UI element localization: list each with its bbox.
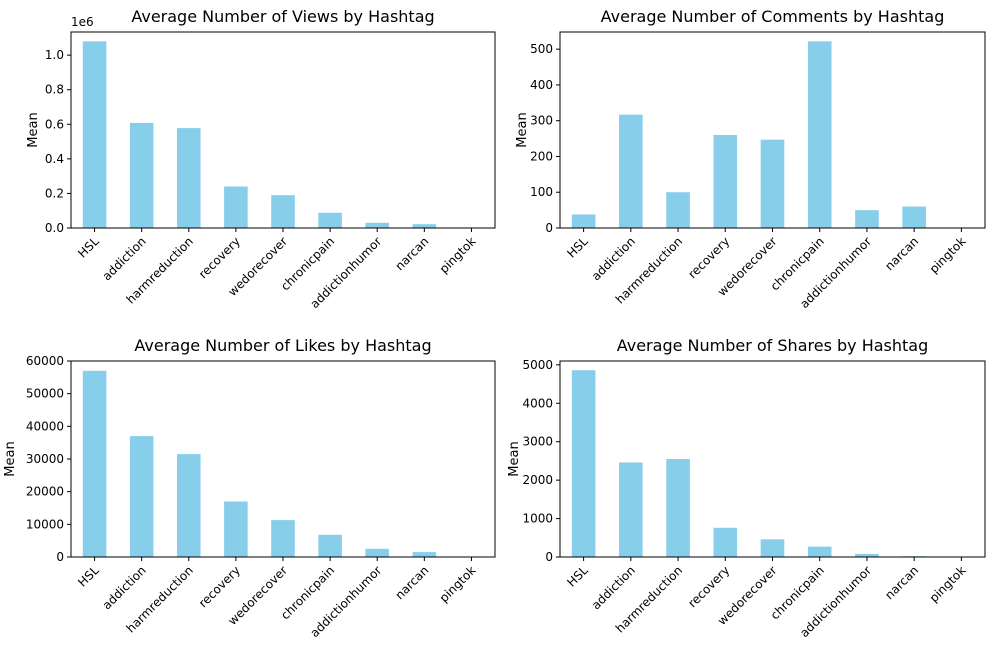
likes-ytick-label: 60000 — [26, 354, 64, 368]
views-ytick-label: 0.0 — [45, 221, 64, 235]
views-xtick-label: recovery — [196, 234, 243, 281]
likes-ytick-label: 20000 — [26, 485, 64, 499]
comments-chart-title: Average Number of Comments by Hashtag — [601, 7, 945, 26]
shares-ytick-label: 3000 — [522, 435, 553, 449]
likes-ytick-label: 30000 — [26, 452, 64, 466]
likes-ytick-label: 40000 — [26, 419, 64, 433]
views-xtick-label: addiction — [100, 234, 149, 283]
shares-bar-HSL — [571, 370, 596, 557]
shares-bar-addiction — [619, 462, 643, 557]
shares-bar-chronicpain — [807, 546, 832, 557]
likes-bar-addiction — [129, 436, 154, 557]
views-ytick-label: 0.8 — [45, 83, 64, 97]
views-bar-narcan — [412, 224, 437, 228]
likes-bar-narcan — [412, 552, 437, 557]
shares-chart-title: Average Number of Shares by Hashtag — [617, 336, 929, 355]
shares-ylabel: Mean — [507, 441, 522, 476]
comments-ylabel: Mean — [515, 112, 530, 147]
shares-bar-harmreduction — [666, 459, 690, 557]
shares-xtick-label: HSL — [564, 563, 591, 590]
comments-ytick-label: 300 — [530, 114, 553, 128]
comments-ytick-label: 400 — [530, 78, 553, 92]
comments-xtick-label: narcan — [882, 234, 921, 273]
shares-ytick-label: 1000 — [522, 512, 553, 526]
views-bar-HSL — [82, 41, 107, 228]
comments-bar-recovery — [713, 135, 738, 228]
views-ylabel: Mean — [26, 112, 41, 147]
comments-bar-addictionhumor — [855, 210, 879, 228]
chart-shares: 010002000300040005000HSLaddictionharmred… — [507, 336, 986, 640]
shares-bar-wedorecover — [760, 539, 785, 557]
likes-bar-HSL — [82, 370, 107, 557]
views-chart-title: Average Number of Views by Hashtag — [131, 7, 434, 26]
comments-ytick-label: 200 — [530, 149, 553, 163]
comments-bar-wedorecover — [760, 139, 785, 228]
likes-bar-chronicpain — [318, 534, 342, 557]
shares-ytick-label: 0 — [545, 550, 553, 564]
shares-bar-recovery — [713, 527, 738, 557]
views-bar-addictionhumor — [365, 222, 389, 228]
likes-bar-wedorecover — [271, 520, 295, 557]
views-bar-addiction — [129, 122, 154, 228]
chart-views: 0.00.20.40.60.81.0HSLaddictionharmreduct… — [26, 7, 496, 311]
likes-ylabel: Mean — [3, 441, 18, 476]
likes-xtick-label: addiction — [100, 563, 149, 612]
comments-bar-chronicpain — [807, 41, 832, 228]
views-ytick-label: 0.6 — [45, 117, 64, 131]
likes-chart-title: Average Number of Likes by Hashtag — [134, 336, 431, 355]
comments-bar-HSL — [571, 214, 596, 228]
comments-xtick-label: HSL — [564, 234, 591, 261]
views-bar-chronicpain — [318, 212, 342, 228]
chart-likes: 0 10000 20000 30000 40000 50000 60000 HSLaddict… — [3, 336, 496, 640]
views-bar-recovery — [224, 186, 248, 228]
shares-xtick-label: pingtok — [927, 563, 969, 605]
likes-xtick-label: pingtok — [437, 563, 479, 605]
shares-ytick-label: 5000 — [522, 358, 553, 372]
comments-ytick-label: 100 — [530, 185, 553, 199]
shares-xtick-label: recovery — [685, 563, 732, 610]
chart-comments: 0100200300400500HSLaddictionharmreductio… — [515, 7, 986, 311]
views-ytick-label: 0.4 — [45, 152, 64, 166]
views-ytick-label: 1.0 — [45, 48, 64, 62]
shares-bar-addictionhumor — [855, 553, 879, 557]
views-xtick-label: pingtok — [437, 234, 479, 276]
likes-ytick-label: 10000 — [26, 517, 64, 531]
views-ytick-label: 0.2 — [45, 186, 64, 200]
shares-ytick-label: 4000 — [522, 396, 553, 410]
views-bar-wedorecover — [271, 195, 295, 228]
comments-ytick-label: 0 — [545, 221, 553, 235]
likes-ytick-label: 50000 — [26, 387, 64, 401]
likes-bar-harmreduction — [177, 454, 201, 557]
likes-bar-recovery — [224, 501, 248, 557]
comments-xtick-label: addiction — [589, 234, 638, 283]
comments-bar-harmreduction — [666, 192, 690, 228]
views-bar-harmreduction — [177, 128, 201, 228]
shares-ytick-label: 2000 — [522, 473, 553, 487]
views-xtick-label: HSL — [75, 234, 102, 261]
comments-bar-addiction — [619, 114, 643, 228]
comments-bar-narcan — [902, 206, 926, 228]
likes-ytick-label: 0 — [56, 550, 64, 564]
views-offset-text: 1e6 — [71, 15, 94, 29]
comments-xtick-label: recovery — [685, 234, 732, 281]
comments-ytick-label: 500 — [530, 42, 553, 56]
likes-xtick-label: HSL — [75, 563, 102, 590]
comments-xtick-label: pingtok — [927, 234, 969, 276]
shares-xtick-label: narcan — [882, 563, 921, 602]
likes-xtick-label: recovery — [196, 563, 243, 610]
shares-xtick-label: addiction — [589, 563, 638, 612]
likes-bar-addictionhumor — [365, 548, 389, 557]
likes-xtick-label: narcan — [392, 563, 431, 602]
views-xtick-label: narcan — [392, 234, 431, 273]
